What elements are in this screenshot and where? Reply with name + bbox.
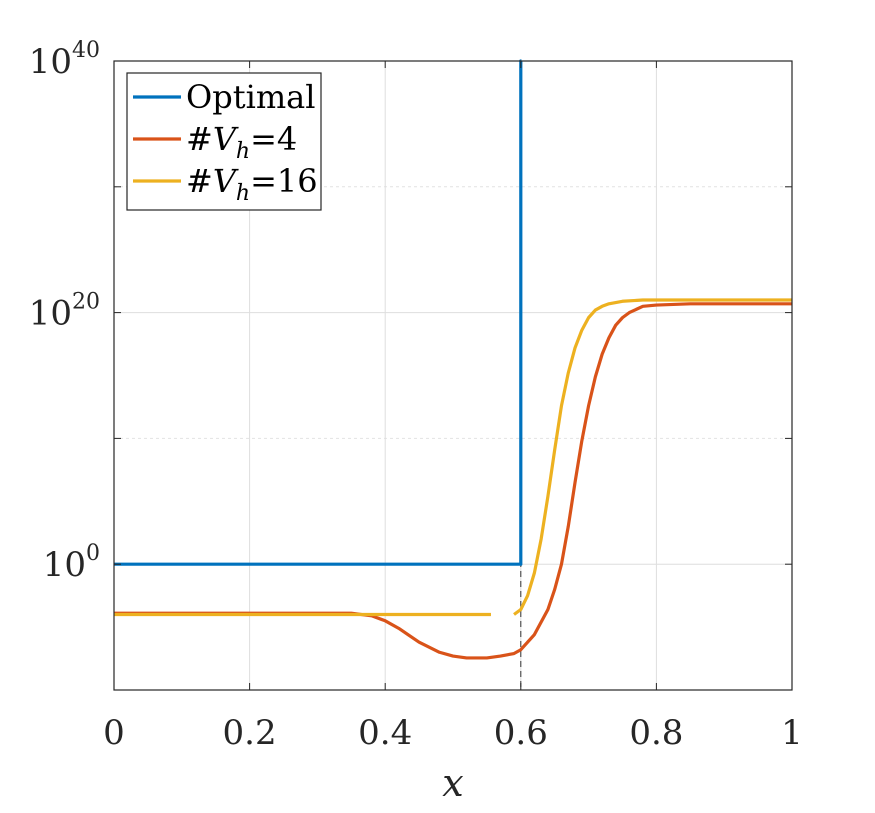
y-tick-label: 100 [43,541,100,585]
x-axis-label: x [442,761,463,805]
legend-entry: #Vh=4 [186,120,297,164]
x-tick-label: 0 [103,713,125,753]
axes [113,60,793,691]
legend-entry: Optimal [186,78,315,116]
series-line-1 [114,302,792,660]
legend: Optimal #Vh=4#Vh=16 [126,72,322,211]
x-tick-label: 0.2 [223,713,277,753]
x-tick-label: 0.6 [494,713,548,753]
y-tick-label: 1040 [29,38,100,82]
x-tick-label: 1 [781,713,803,753]
y-tick-label: 1020 [29,290,100,334]
plot-area [114,59,792,690]
axes-box [113,60,793,691]
series-line-2 [513,298,792,616]
legend-entry: #Vh=16 [186,162,318,206]
x-tick-label: 0.4 [358,713,412,753]
x-tick-label: 0.8 [629,713,683,753]
